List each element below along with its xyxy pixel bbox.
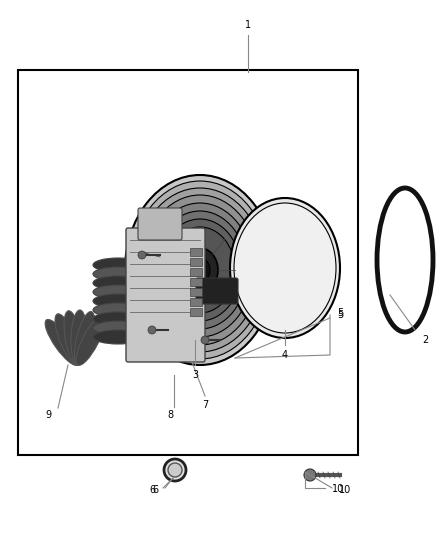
Bar (190, 288, 202, 296)
Ellipse shape (93, 303, 143, 317)
Ellipse shape (147, 203, 253, 337)
Bar (190, 308, 202, 316)
Bar (190, 268, 202, 276)
Ellipse shape (125, 175, 275, 365)
Text: 6: 6 (152, 485, 158, 495)
Ellipse shape (153, 211, 247, 329)
Circle shape (138, 251, 146, 259)
Ellipse shape (182, 248, 218, 292)
Text: 5: 5 (337, 308, 343, 318)
Ellipse shape (135, 188, 265, 352)
FancyBboxPatch shape (196, 278, 238, 304)
FancyBboxPatch shape (126, 228, 205, 362)
Ellipse shape (164, 459, 186, 481)
Circle shape (304, 469, 316, 481)
Bar (190, 298, 202, 306)
FancyBboxPatch shape (138, 208, 182, 240)
Bar (190, 258, 202, 266)
Ellipse shape (76, 316, 105, 365)
Ellipse shape (93, 276, 143, 290)
Circle shape (148, 326, 156, 334)
Circle shape (201, 336, 209, 344)
Text: 3: 3 (192, 370, 198, 380)
Text: 5: 5 (337, 310, 343, 320)
Ellipse shape (93, 294, 143, 308)
Ellipse shape (93, 312, 143, 326)
Ellipse shape (71, 310, 87, 365)
Ellipse shape (230, 198, 340, 338)
Ellipse shape (74, 312, 95, 365)
Text: 1: 1 (245, 20, 251, 30)
Text: 8: 8 (167, 410, 173, 420)
Bar (190, 278, 202, 286)
Ellipse shape (190, 258, 210, 282)
Text: 9: 9 (45, 410, 51, 420)
Ellipse shape (130, 181, 270, 359)
Text: 2: 2 (422, 335, 428, 345)
Ellipse shape (93, 330, 143, 344)
Ellipse shape (93, 258, 143, 272)
Ellipse shape (168, 463, 182, 477)
Ellipse shape (64, 311, 82, 365)
Bar (18, 70, 358, 455)
Text: 7: 7 (202, 400, 208, 410)
Ellipse shape (93, 267, 143, 281)
Ellipse shape (159, 219, 241, 321)
Ellipse shape (45, 319, 79, 366)
Ellipse shape (234, 203, 336, 333)
Ellipse shape (165, 227, 235, 313)
Bar (190, 248, 202, 256)
Text: 10: 10 (332, 484, 344, 494)
Text: 4: 4 (282, 350, 288, 360)
Ellipse shape (93, 285, 143, 299)
Text: 6: 6 (149, 485, 155, 495)
Ellipse shape (55, 314, 81, 365)
Ellipse shape (93, 321, 143, 335)
Ellipse shape (141, 195, 259, 345)
Text: 10: 10 (339, 485, 351, 495)
